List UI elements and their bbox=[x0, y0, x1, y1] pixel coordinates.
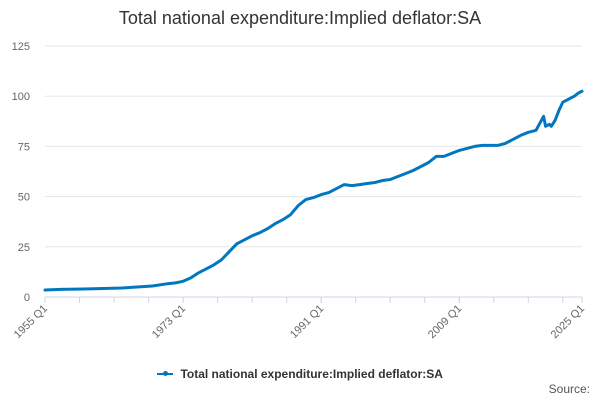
series-line bbox=[43, 89, 584, 292]
x-tick-label: 1955 Q1 bbox=[12, 303, 50, 341]
y-tick-label: 25 bbox=[18, 242, 30, 254]
legend-marker-icon bbox=[157, 370, 174, 376]
source-label: Source: bbox=[548, 382, 590, 396]
y-tick-label: 100 bbox=[12, 91, 30, 103]
x-tick-label: 2009 Q1 bbox=[426, 303, 464, 341]
y-tick-label: 50 bbox=[18, 192, 30, 204]
chart-title: Total national expenditure:Implied defla… bbox=[118, 8, 482, 28]
x-axis-ticks: 1955 Q1 1973 Q1 1991 Q1 2009 Q1 2025 Q1 bbox=[12, 297, 587, 341]
y-tick-label: 0 bbox=[24, 292, 30, 304]
legend-label: Total national expenditure:Implied defla… bbox=[180, 366, 443, 381]
grid-lines bbox=[45, 45, 582, 248]
y-axis-ticks: 0 25 50 75 100 125 bbox=[12, 41, 30, 304]
x-tick-label: 2025 Q1 bbox=[549, 303, 587, 341]
x-tick-label: 1991 Q1 bbox=[288, 303, 326, 341]
legend[interactable]: Total national expenditure:Implied defla… bbox=[0, 366, 600, 381]
x-tick-label: 1973 Q1 bbox=[150, 303, 188, 341]
y-tick-label: 75 bbox=[18, 141, 30, 153]
y-tick-label: 125 bbox=[12, 41, 30, 53]
